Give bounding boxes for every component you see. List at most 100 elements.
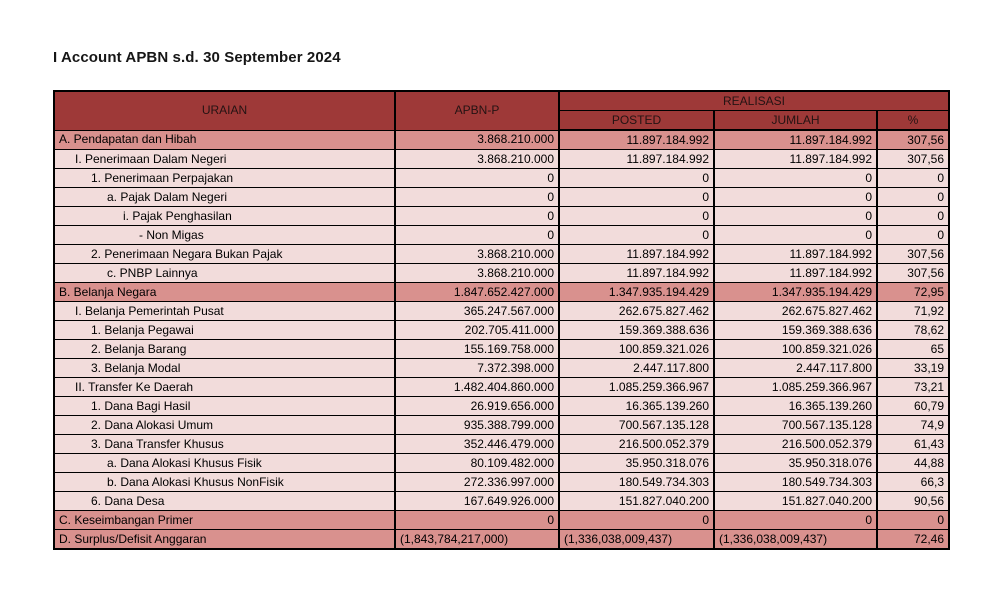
cell-uraian: 6. Dana Desa bbox=[53, 491, 396, 511]
table-row: C. Keseimbangan Primer 0 0 0 0 bbox=[53, 510, 950, 530]
cell-uraian: A. Pendapatan dan Hibah bbox=[53, 129, 396, 150]
cell-posted: 1.085.259.366.967 bbox=[558, 377, 715, 397]
cell-posted: 700.567.135.128 bbox=[558, 415, 715, 435]
cell-posted: 11.897.184.992 bbox=[558, 244, 715, 264]
cell-uraian: 3. Belanja Modal bbox=[53, 358, 396, 378]
cell-uraian: b. Dana Alokasi Khusus NonFisik bbox=[53, 472, 396, 492]
page-title: I Account APBN s.d. 30 September 2024 bbox=[53, 49, 341, 66]
column-header-posted: POSTED bbox=[558, 110, 715, 131]
cell-apbnp: 365.247.567.000 bbox=[394, 301, 560, 321]
table-row: 1. Penerimaan Perpajakan 0 0 0 0 bbox=[53, 168, 950, 188]
cell-apbnp: 0 bbox=[394, 225, 560, 245]
table-row: - Non Migas 0 0 0 0 bbox=[53, 225, 950, 245]
table-row: 1. Belanja Pegawai 202.705.411.000 159.369… bbox=[53, 320, 950, 340]
table-row: a. Dana Alokasi Khusus Fisik 80.109.482.0… bbox=[53, 453, 950, 473]
cell-apbnp: 352.446.479.000 bbox=[394, 434, 560, 454]
header-row-sub: POSTED JUMLAH % bbox=[54, 110, 950, 131]
cell-apbnp: 3.868.210.000 bbox=[394, 149, 560, 169]
cell-uraian: I. Penerimaan Dalam Negeri bbox=[53, 149, 396, 169]
cell-apbnp: 935.388.799.000 bbox=[394, 415, 560, 435]
cell-uraian: i. Pajak Penghasilan bbox=[53, 206, 396, 226]
cell-jumlah: 0 bbox=[713, 168, 878, 188]
table-row: I. Penerimaan Dalam Negeri 3.868.210.000 1… bbox=[53, 149, 950, 169]
cell-posted: 0 bbox=[558, 187, 715, 207]
cell-jumlah: 2.447.117.800 bbox=[713, 358, 878, 378]
cell-percent: 0 bbox=[876, 187, 950, 207]
table-row: A. Pendapatan dan Hibah 3.868.210.000 11.8… bbox=[53, 129, 950, 150]
cell-apbnp: 0 bbox=[394, 168, 560, 188]
cell-percent: 78,62 bbox=[876, 320, 950, 340]
cell-posted: 35.950.318.076 bbox=[558, 453, 715, 473]
cell-jumlah: 11.897.184.992 bbox=[713, 129, 878, 150]
cell-posted: 100.859.321.026 bbox=[558, 339, 715, 359]
cell-uraian: 1. Penerimaan Perpajakan bbox=[53, 168, 396, 188]
cell-apbnp: 155.169.758.000 bbox=[394, 339, 560, 359]
cell-jumlah: (1,336,038,009,437) bbox=[713, 529, 878, 550]
table-row: II. Transfer Ke Daerah 1.482.404.860.000 1… bbox=[53, 377, 950, 397]
cell-apbnp: 3.868.210.000 bbox=[394, 129, 560, 150]
cell-percent: 72,95 bbox=[876, 282, 950, 302]
cell-jumlah: 11.897.184.992 bbox=[713, 244, 878, 264]
cell-posted: 159.369.388.636 bbox=[558, 320, 715, 340]
cell-uraian: I. Belanja Pemerintah Pusat bbox=[53, 301, 396, 321]
cell-percent: 65 bbox=[876, 339, 950, 359]
cell-apbnp: 202.705.411.000 bbox=[394, 320, 560, 340]
cell-percent: 0 bbox=[876, 510, 950, 530]
cell-jumlah: 0 bbox=[713, 225, 878, 245]
cell-posted: 11.897.184.992 bbox=[558, 263, 715, 283]
cell-uraian: II. Transfer Ke Daerah bbox=[53, 377, 396, 397]
table-row: b. Dana Alokasi Khusus NonFisik 272.336.9… bbox=[53, 472, 950, 492]
table-row: 3. Dana Transfer Khusus 352.446.479.000 21… bbox=[53, 434, 950, 454]
cell-jumlah: 16.365.139.260 bbox=[713, 396, 878, 416]
cell-jumlah: 1.085.259.366.967 bbox=[713, 377, 878, 397]
cell-percent: 307,56 bbox=[876, 149, 950, 169]
cell-posted: 0 bbox=[558, 168, 715, 188]
cell-apbnp: 80.109.482.000 bbox=[394, 453, 560, 473]
cell-apbnp: 1.847.652.427.000 bbox=[394, 282, 560, 302]
cell-uraian: a. Pajak Dalam Negeri bbox=[53, 187, 396, 207]
cell-percent: 307,56 bbox=[876, 129, 950, 150]
cell-percent: 90,56 bbox=[876, 491, 950, 511]
cell-jumlah: 100.859.321.026 bbox=[713, 339, 878, 359]
column-header-jumlah: JUMLAH bbox=[713, 110, 878, 131]
apbn-account-table: URAIAN APBN-P REALISASI POSTED JUMLAH % … bbox=[53, 90, 950, 550]
table-row: 6. Dana Desa 167.649.926.000 151.827.040.2… bbox=[53, 491, 950, 511]
table-row: 2. Dana Alokasi Umum 935.388.799.000 700.5… bbox=[53, 415, 950, 435]
column-header-uraian: URAIAN bbox=[53, 90, 396, 131]
table-row: 2. Penerimaan Negara Bukan Pajak 3.868.21… bbox=[53, 244, 950, 264]
cell-jumlah: 151.827.040.200 bbox=[713, 491, 878, 511]
table-header: URAIAN APBN-P REALISASI POSTED JUMLAH % bbox=[53, 90, 950, 131]
cell-percent: 74,9 bbox=[876, 415, 950, 435]
cell-jumlah: 11.897.184.992 bbox=[713, 149, 878, 169]
cell-apbnp: 0 bbox=[394, 206, 560, 226]
cell-uraian: C. Keseimbangan Primer bbox=[53, 510, 396, 530]
cell-jumlah: 216.500.052.379 bbox=[713, 434, 878, 454]
cell-jumlah: 262.675.827.462 bbox=[713, 301, 878, 321]
column-header-realisasi: REALISASI bbox=[558, 90, 950, 111]
cell-apbnp: 3.868.210.000 bbox=[394, 263, 560, 283]
table-row: 1. Dana Bagi Hasil 26.919.656.000 16.365.1… bbox=[53, 396, 950, 416]
cell-apbnp: 7.372.398.000 bbox=[394, 358, 560, 378]
cell-posted: 11.897.184.992 bbox=[558, 129, 715, 150]
cell-uraian: 1. Belanja Pegawai bbox=[53, 320, 396, 340]
cell-uraian: B. Belanja Negara bbox=[53, 282, 396, 302]
cell-posted: 0 bbox=[558, 510, 715, 530]
cell-jumlah: 35.950.318.076 bbox=[713, 453, 878, 473]
table-row: I. Belanja Pemerintah Pusat 365.247.567.0… bbox=[53, 301, 950, 321]
cell-percent: 71,92 bbox=[876, 301, 950, 321]
table-row: 2. Belanja Barang 155.169.758.000 100.859.… bbox=[53, 339, 950, 359]
cell-jumlah: 0 bbox=[713, 187, 878, 207]
table-row: i. Pajak Penghasilan 0 0 0 0 bbox=[53, 206, 950, 226]
cell-posted: 151.827.040.200 bbox=[558, 491, 715, 511]
cell-posted: 180.549.734.303 bbox=[558, 472, 715, 492]
cell-uraian: 2. Penerimaan Negara Bukan Pajak bbox=[53, 244, 396, 264]
cell-apbnp: 1.482.404.860.000 bbox=[394, 377, 560, 397]
cell-posted: 216.500.052.379 bbox=[558, 434, 715, 454]
cell-uraian: 2. Belanja Barang bbox=[53, 339, 396, 359]
cell-apbnp: 272.336.997.000 bbox=[394, 472, 560, 492]
cell-jumlah: 0 bbox=[713, 510, 878, 530]
table-row: a. Pajak Dalam Negeri 0 0 0 0 bbox=[53, 187, 950, 207]
cell-apbnp: 167.649.926.000 bbox=[394, 491, 560, 511]
cell-jumlah: 180.549.734.303 bbox=[713, 472, 878, 492]
